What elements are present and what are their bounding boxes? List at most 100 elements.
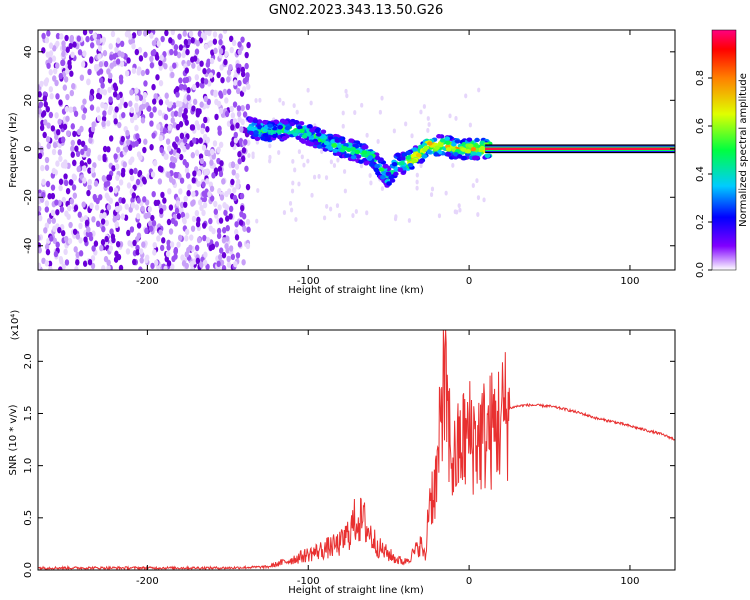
spectrogram-noise-cell (55, 62, 60, 69)
spectrogram-noise-cell (79, 160, 85, 167)
spectrogram-noise-cell (120, 135, 125, 143)
spectrogram-noise-cell (196, 180, 201, 188)
spectrogram-faint-cell (476, 195, 481, 201)
spectrogram-noise-cell (54, 79, 59, 87)
spectrogram-noise-cell (82, 165, 87, 172)
spectrogram-ridge-cell (361, 144, 367, 150)
spectrogram-noise-cell (99, 244, 104, 252)
spectrogram-noise-cell (69, 89, 75, 97)
spectrogram-noise-cell (198, 37, 204, 44)
spectrogram-noise-cell (108, 96, 113, 103)
spectrogram-ridge-cell (466, 137, 473, 142)
spectrogram-frame (37, 29, 676, 271)
spectrogram-noise-cell (72, 174, 78, 181)
spectrogram-noise-cell (160, 191, 165, 199)
spectrogram-noise-cell (138, 248, 144, 255)
spectrogram-noise-cell (181, 260, 187, 267)
spectrogram-noise-cell (175, 200, 181, 207)
spectrogram-noise-cell (199, 60, 204, 67)
spectrogram-noise-cell (237, 41, 242, 48)
spectrogram-noise-cell (202, 34, 208, 41)
spectrogram-noise-cell (170, 117, 175, 124)
spectrogram-noise-cell (126, 138, 131, 146)
spectrogram-noise-cell (239, 210, 244, 218)
spectrogram-noise-cell (208, 244, 213, 252)
spectrogram-noise-cell (244, 51, 249, 59)
spectrogram-faint-cell (345, 93, 349, 99)
spectrogram-noise-cell (244, 165, 249, 172)
spectrogram-noise-cell (174, 136, 180, 143)
spectrogram-noise-cell (63, 76, 69, 83)
spectrogram-noise-cell (150, 214, 155, 222)
spectrogram-faint-cell (268, 154, 272, 160)
spectrogram-noise-cell (76, 35, 82, 42)
spectrogram-noise-cell (207, 190, 212, 198)
spectrogram-noise-cell (238, 219, 244, 226)
spectrogram-noise-cell (242, 225, 247, 232)
spectrogram-noise-cell (197, 199, 203, 206)
spectrogram-noise-cell (39, 124, 45, 132)
spectrogram-noise-cell (67, 204, 72, 212)
spectrogram-noise-cell (162, 197, 167, 204)
spectrogram-noise-cell (178, 100, 183, 108)
spectrogram-noise-cell (242, 111, 248, 118)
spectrogram-faint-cell (310, 192, 314, 198)
spectrogram-noise-cell (44, 156, 50, 164)
spectrogram-ridge-cell (401, 152, 408, 157)
spectrogram-ridge-cell (417, 144, 424, 150)
spectrogram-ridge-cell (264, 136, 271, 142)
spectrogram-noise-cell (228, 213, 233, 220)
spectrogram-noise-cell (59, 33, 64, 40)
spectrogram-noise-cell (156, 235, 161, 242)
spectrogram-noise-cell (224, 97, 229, 104)
spectrogram-noise-cell (113, 153, 118, 160)
spectrogram-noise-cell (202, 222, 207, 229)
spectrogram-noise-cell (229, 35, 234, 43)
spectrogram-noise-cell (213, 200, 218, 208)
spectrogram-noise-cell (158, 99, 164, 106)
spectrogram-noise-cell (203, 43, 209, 50)
spectrogram-noise-cell (216, 100, 222, 108)
spectrogram-noise-cell (201, 209, 206, 217)
spectrogram-ridge-cell (397, 167, 404, 173)
spectrogram-ridge-cell (283, 120, 289, 125)
spectrogram-noise-cell (130, 156, 135, 163)
spectrogram-noise-cell (208, 40, 213, 47)
spectrogram-noise-cell (152, 106, 157, 113)
spectrogram-noise-cell (146, 211, 151, 219)
spectrogram-ridge-cell (327, 146, 334, 151)
spectrogram-noise-cell (99, 88, 104, 95)
spectrogram-noise-cell (61, 263, 66, 270)
spectrogram-noise-cell (63, 173, 68, 180)
spectrogram-ridge-cell (260, 136, 266, 141)
spectrogram-noise-cell (59, 206, 65, 213)
spectrogram-ridge-cell (273, 119, 280, 125)
spectrogram-noise-cell (177, 33, 182, 40)
spectrogram-noise-cell (52, 225, 57, 232)
spectrogram-ridge-cell (284, 125, 291, 131)
spectrogram-ridge-cell (436, 134, 442, 139)
spectrogram-ridge-cell (484, 153, 491, 159)
spectrogram-noise-cell (218, 141, 224, 148)
spectrogram-noise-cell (185, 172, 191, 179)
spectrogram-faint-cell (458, 207, 462, 213)
spectrogram-noise-cell (76, 165, 81, 173)
spectrogram-noise-cell (226, 88, 232, 95)
spectrogram-ridge-cell (445, 147, 452, 152)
spectrogram-ridge-cell (437, 142, 444, 148)
spectrogram-noise-cell (150, 171, 156, 178)
spectrogram-noise-cell (243, 138, 248, 146)
spectrogram-noise-cell (197, 170, 202, 177)
spectrogram-noise-cell (176, 51, 182, 59)
spectrogram-noise-cell (230, 253, 236, 261)
spectrogram-noise-cell (155, 74, 160, 81)
spectrogram-noise-cell (141, 241, 146, 248)
spectrogram-noise-cell (136, 197, 141, 204)
spectrogram-noise-cell (99, 212, 104, 220)
spectrogram-ridge-cell (416, 152, 422, 158)
spectrogram-ridge-cell (354, 149, 361, 155)
spectrogram-noise-cell (125, 248, 131, 255)
spectrogram-noise-cell (182, 84, 188, 91)
spectrogram-ridge-cell (378, 167, 385, 172)
spectrogram-noise-cell (168, 204, 174, 211)
